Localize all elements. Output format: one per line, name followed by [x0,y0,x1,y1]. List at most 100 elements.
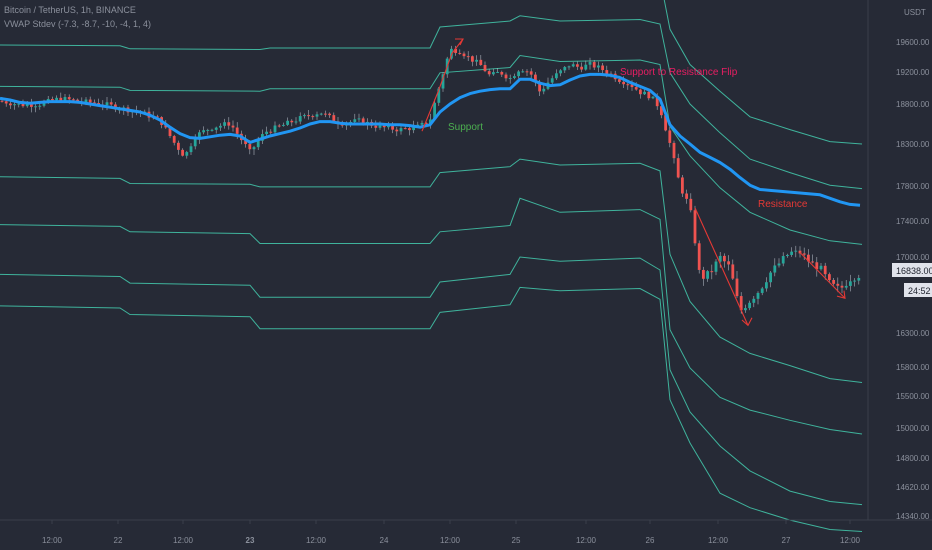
candle-body [836,283,840,286]
trend-arrows [421,38,846,327]
candle-body [504,74,508,79]
time-tick-label: 25 [512,536,521,545]
candle-body [361,118,365,125]
candle-body [576,64,579,67]
candle-body [177,142,180,150]
candle-body [756,292,760,299]
candle-body [630,84,634,88]
countdown-label: 24:52 [908,286,931,296]
candle-body [760,288,764,293]
band-line-plus3 [663,0,863,145]
arrow-support-up-head [455,38,464,46]
candle-body [55,97,58,101]
candle-body [508,78,512,80]
candle-body [164,124,168,128]
candle-body [601,65,604,71]
candle-body [51,98,54,101]
candle-body [282,124,285,126]
candle-body [248,144,252,150]
candle-body [399,128,403,132]
candle-body [744,308,747,311]
candle-body [702,269,705,279]
candle-body [844,285,848,288]
candle-body [63,97,67,101]
candle-body [223,122,226,126]
candle-body [521,71,525,73]
candle-body [298,116,302,122]
candle-body [731,264,735,279]
candle-body [832,279,835,284]
symbol-title: Bitcoin / TetherUS, 1h, BINANCE [4,5,136,15]
candle-body [252,147,256,150]
candle-body [277,125,281,127]
candle-body [807,254,810,262]
price-tick-label: 14620.00 [896,483,930,492]
candle-body [823,265,827,275]
arrow-support-up [421,38,464,132]
candle-body [752,298,756,303]
candle-body [580,66,583,70]
candle-body [483,65,487,72]
candle-body [429,119,432,124]
candle-body [647,91,651,99]
candle-body [634,87,638,90]
candle-body [374,125,378,128]
candle-body [408,128,411,131]
candle-body [513,76,516,79]
vwap-path [0,72,861,207]
candle-body [202,130,205,133]
candle-body [0,100,4,102]
candle-body [88,99,92,103]
candle-body [693,210,697,244]
candle-body [93,102,96,104]
candle-body [391,125,394,130]
candle-body [651,96,655,99]
time-tick-label: 24 [380,536,389,545]
candle-body [156,116,159,118]
candle-body [714,261,718,272]
candle-body [664,115,667,131]
candle-body [853,280,856,282]
candle-body [479,59,483,66]
candle-body [231,125,235,128]
time-tick-label: 12:00 [576,536,597,545]
price-tick-label: 14340.00 [896,512,930,521]
annotation-resistance: Resistance [758,199,808,210]
vwap-std-bands [0,0,863,532]
candle-body [815,262,819,270]
band-line-minus2 [0,197,863,435]
candle-body [525,71,529,73]
candle-body [559,70,562,74]
time-tick-label: 12:00 [708,536,729,545]
time-tick-label: 12:00 [42,536,63,545]
candle-body [286,120,289,125]
candle-body [798,250,802,254]
band-line-minus3 [0,256,863,506]
candle-body [849,281,852,286]
annotation-flip: Support to Resistance Flip [620,67,738,78]
arrow-drop-2 [799,252,846,299]
currency-label: USDT [904,8,926,17]
candle-body [441,74,445,89]
time-axis[interactable]: 12:00 22 12:00 23 12:00 24 12:00 25 12:00 26 12:00… [42,520,861,545]
candle-body [256,140,260,148]
candle-body [765,282,768,289]
candle-body [790,251,793,255]
candle-body [618,79,621,82]
time-tick-label: 27 [782,536,791,545]
candle-body [706,271,709,279]
price-tick-label: 14800.00 [896,454,930,463]
candle-body [97,103,100,105]
price-tick-label: 17800.00 [896,182,930,191]
candle-body [605,70,609,74]
candle-body [433,102,436,120]
candle-body [781,256,785,264]
candle-body [25,104,29,107]
candle-body [718,255,722,262]
candle-body [466,56,470,58]
candle-body [307,115,310,117]
price-axis[interactable]: 14340.00 14620.00 14800.00 15000.00 15500.00… [896,38,930,521]
candle-body [265,131,268,135]
candle-body [42,101,46,106]
